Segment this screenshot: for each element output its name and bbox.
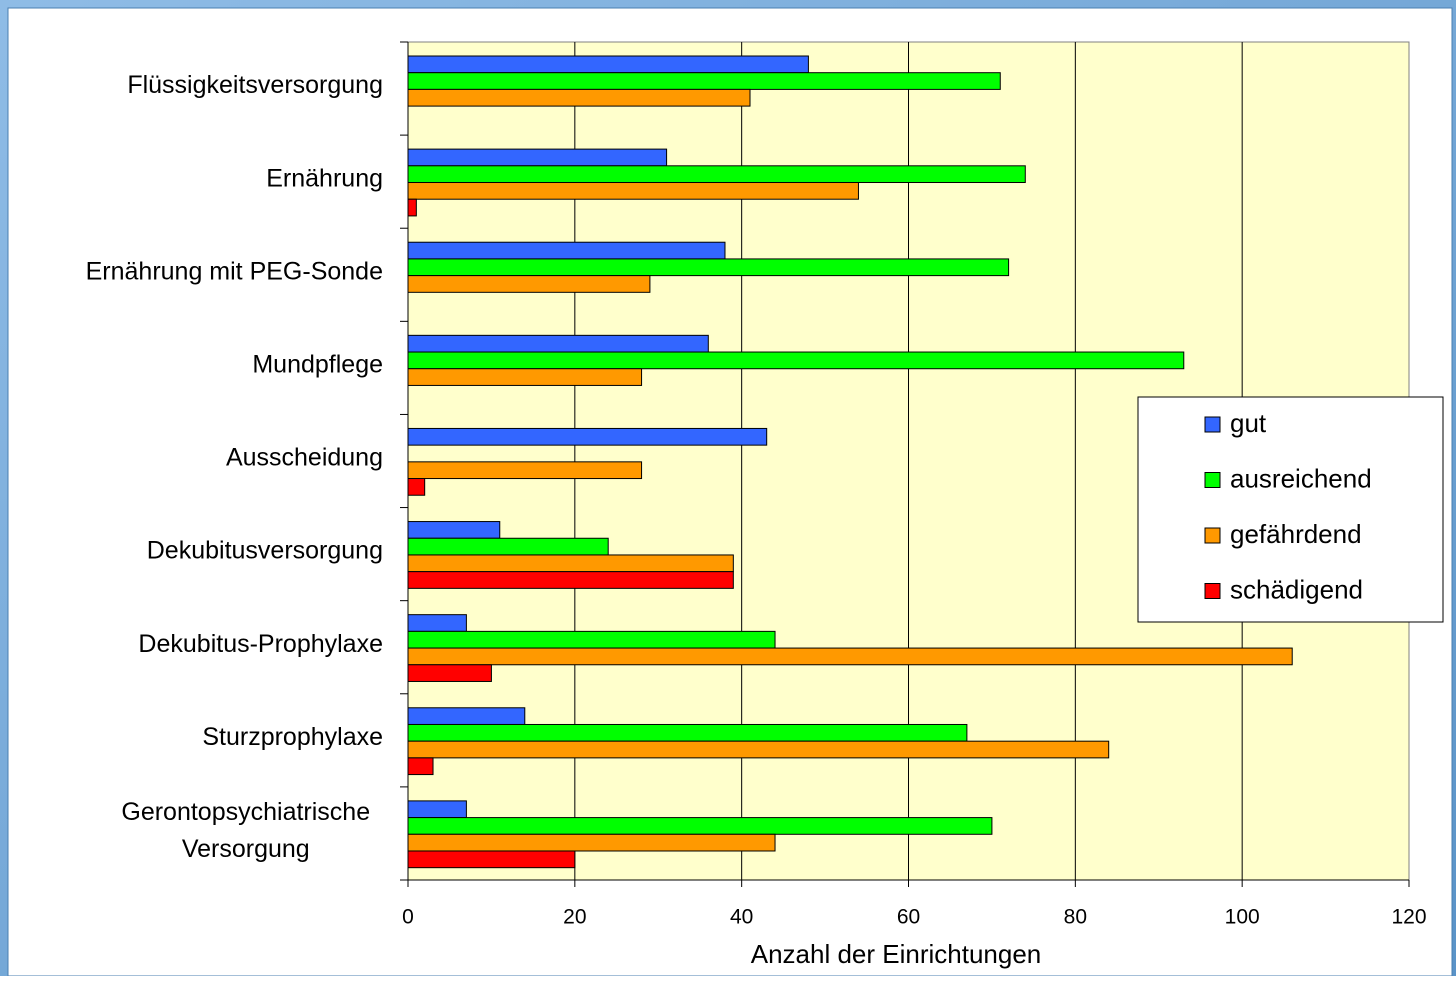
y-tick-label: Flüssigkeitsversorgung: [127, 71, 383, 99]
y-tick-label: Ernährung mit PEG-Sonde: [86, 257, 383, 285]
bar: [407, 55, 809, 74]
y-tick-label: Gerontopsychiatrische Versorgung: [121, 798, 370, 863]
bar: [407, 571, 734, 589]
x-tick-label: 0: [402, 906, 414, 929]
legend-label: gefährdend: [1230, 519, 1362, 549]
x-tick-label: 40: [730, 906, 753, 929]
bar: [407, 664, 492, 682]
y-tick-label: Dekubitusversorgung: [147, 537, 383, 565]
y-tick-label: Ernährung: [266, 164, 383, 192]
legend-box: [1137, 396, 1444, 623]
legend-label: schädigend: [1230, 574, 1363, 604]
bar: [407, 165, 1026, 184]
bar: [407, 88, 751, 107]
legend-swatch: [1204, 527, 1221, 544]
bar: [407, 800, 467, 819]
bar: [407, 723, 968, 742]
x-axis-title: Anzahl der Einrichtungen: [751, 939, 1042, 969]
bar: [407, 554, 734, 573]
bar: [407, 368, 643, 386]
bar: [407, 833, 776, 852]
bar: [407, 850, 576, 869]
bar: [407, 182, 859, 200]
bar: [407, 198, 417, 217]
y-tick-label: Ausscheidung: [226, 444, 383, 472]
bar: [407, 740, 1110, 759]
legend-label: gut: [1230, 408, 1267, 438]
bar: [407, 351, 1185, 370]
x-tick-label: 20: [563, 906, 586, 929]
bar: [407, 148, 668, 167]
bar: [407, 427, 768, 446]
bar: [407, 334, 709, 353]
bar: [407, 614, 467, 632]
bar: [407, 630, 776, 649]
legend-swatch: [1204, 472, 1221, 488]
y-tick-label: Mundpflege: [252, 350, 383, 378]
bar: [407, 707, 526, 725]
y-tick-label: Sturzprophylaxe: [202, 723, 383, 751]
y-tick-label: Dekubitus-Prophylaxe: [138, 630, 383, 658]
x-tick-label: 100: [1225, 906, 1260, 929]
bar: [407, 537, 609, 556]
bar: [407, 275, 651, 293]
x-tick-label: 60: [897, 906, 920, 929]
x-tick-label: 120: [1391, 906, 1426, 929]
legend-swatch: [1204, 416, 1221, 433]
bar: [407, 258, 1010, 277]
bar: [407, 461, 643, 480]
bar: [407, 817, 993, 835]
x-tick-label: 80: [1064, 906, 1087, 929]
bar: [407, 521, 501, 539]
legend-swatch: [1204, 583, 1221, 599]
bar: [407, 241, 726, 260]
bar: [407, 72, 1001, 90]
bar: [407, 478, 426, 496]
legend-label: ausreichend: [1230, 463, 1372, 493]
bar: [407, 647, 1293, 666]
bar: [407, 757, 434, 776]
